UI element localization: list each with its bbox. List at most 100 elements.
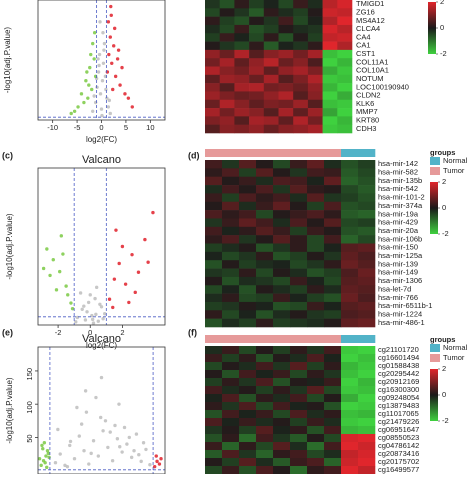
heat-cell xyxy=(293,99,309,109)
point xyxy=(101,317,105,321)
point xyxy=(100,79,105,83)
heat-cell xyxy=(222,410,240,419)
heat-cell xyxy=(358,243,376,253)
heat-cell xyxy=(337,124,353,134)
point xyxy=(132,449,136,453)
heat-cell xyxy=(307,285,325,294)
heat-cell xyxy=(322,33,338,42)
heat-cell xyxy=(307,301,325,311)
point xyxy=(45,465,49,470)
heat-cell xyxy=(307,218,325,228)
point xyxy=(129,455,134,460)
heat-cell xyxy=(293,33,309,42)
heat-cell xyxy=(307,318,325,328)
heat-cell xyxy=(324,285,342,294)
row-label: hsa-mir-142 xyxy=(378,159,418,168)
row-label: cg21101720 xyxy=(378,345,419,354)
row-label: CDH3 xyxy=(356,124,376,133)
heat-cell xyxy=(234,91,250,101)
point xyxy=(111,87,115,92)
heat-cell xyxy=(290,386,308,395)
heat-cell xyxy=(324,218,342,228)
heat-cell xyxy=(358,354,376,363)
heat-cell xyxy=(358,434,376,443)
heat-cell xyxy=(205,402,223,411)
heat-cell xyxy=(263,99,279,109)
heat-cell xyxy=(234,0,250,9)
point xyxy=(89,451,93,456)
point xyxy=(91,321,96,325)
point xyxy=(86,96,90,100)
heat-cell xyxy=(205,434,223,443)
point xyxy=(108,35,112,39)
point xyxy=(98,92,103,96)
heat-cell xyxy=(249,99,265,109)
heat-cell xyxy=(307,168,325,177)
heat-cell xyxy=(278,16,294,26)
heat-cell xyxy=(239,268,257,278)
point xyxy=(93,296,97,301)
heat-cell xyxy=(307,33,323,42)
heat-cell xyxy=(239,426,257,435)
heat-cell xyxy=(256,450,274,459)
point xyxy=(82,100,86,105)
heat-cell xyxy=(234,66,250,76)
heat-cell xyxy=(222,426,240,435)
heat-cell xyxy=(358,458,376,467)
heat-cell xyxy=(322,74,338,84)
heat-cell xyxy=(263,41,279,51)
heat-cell xyxy=(205,276,223,286)
point xyxy=(107,297,112,301)
point xyxy=(44,454,48,458)
row-label: TMIGD1 xyxy=(356,0,384,8)
heat-cell xyxy=(273,354,291,363)
point xyxy=(76,105,80,109)
heat-cell xyxy=(256,268,274,278)
chart-title: Valcano xyxy=(82,154,121,166)
row-label: cg20175702 xyxy=(378,457,419,466)
group-cell xyxy=(239,335,257,343)
heat-cell xyxy=(205,108,220,117)
heat-cell xyxy=(324,243,342,253)
heat-cell xyxy=(278,49,294,59)
point xyxy=(95,85,99,89)
heat-cell xyxy=(307,0,323,9)
heat-cell xyxy=(293,83,309,92)
point xyxy=(41,266,46,271)
heat-cell xyxy=(234,33,250,42)
plot-area xyxy=(38,347,165,474)
heat-cell xyxy=(222,176,240,186)
point xyxy=(80,307,84,311)
heat-cell xyxy=(278,58,294,67)
heat-cell xyxy=(358,310,376,319)
group-cell xyxy=(222,335,240,343)
heat-cell xyxy=(256,185,274,194)
heat-cell xyxy=(263,83,279,92)
heat-cell xyxy=(341,218,359,228)
heat-cell xyxy=(307,394,325,403)
heat-cell xyxy=(358,160,376,169)
heat-cell xyxy=(358,293,376,303)
colorbar-label: 2 xyxy=(442,177,446,186)
heat-cell xyxy=(205,260,223,269)
group-cell xyxy=(290,335,308,343)
heat-cell xyxy=(263,24,279,34)
point xyxy=(107,52,111,57)
heat-cell xyxy=(256,466,274,475)
x-tick-label: 0 xyxy=(99,123,103,132)
heat-cell xyxy=(256,318,274,328)
heat-cell xyxy=(219,8,235,17)
heat-cell xyxy=(234,41,250,51)
group-cell xyxy=(341,335,359,343)
colorbar-label: 2 xyxy=(442,364,446,373)
heat-cell xyxy=(341,260,359,269)
heat-cell xyxy=(324,362,342,371)
heat-cell xyxy=(307,16,323,26)
row-label: cg20295442 xyxy=(378,369,419,378)
point xyxy=(78,291,83,295)
heat-cell xyxy=(222,160,240,169)
heat-cell xyxy=(293,124,309,134)
heat-cell xyxy=(219,116,235,125)
heat-cell xyxy=(324,226,342,236)
heat-cell xyxy=(273,410,291,419)
